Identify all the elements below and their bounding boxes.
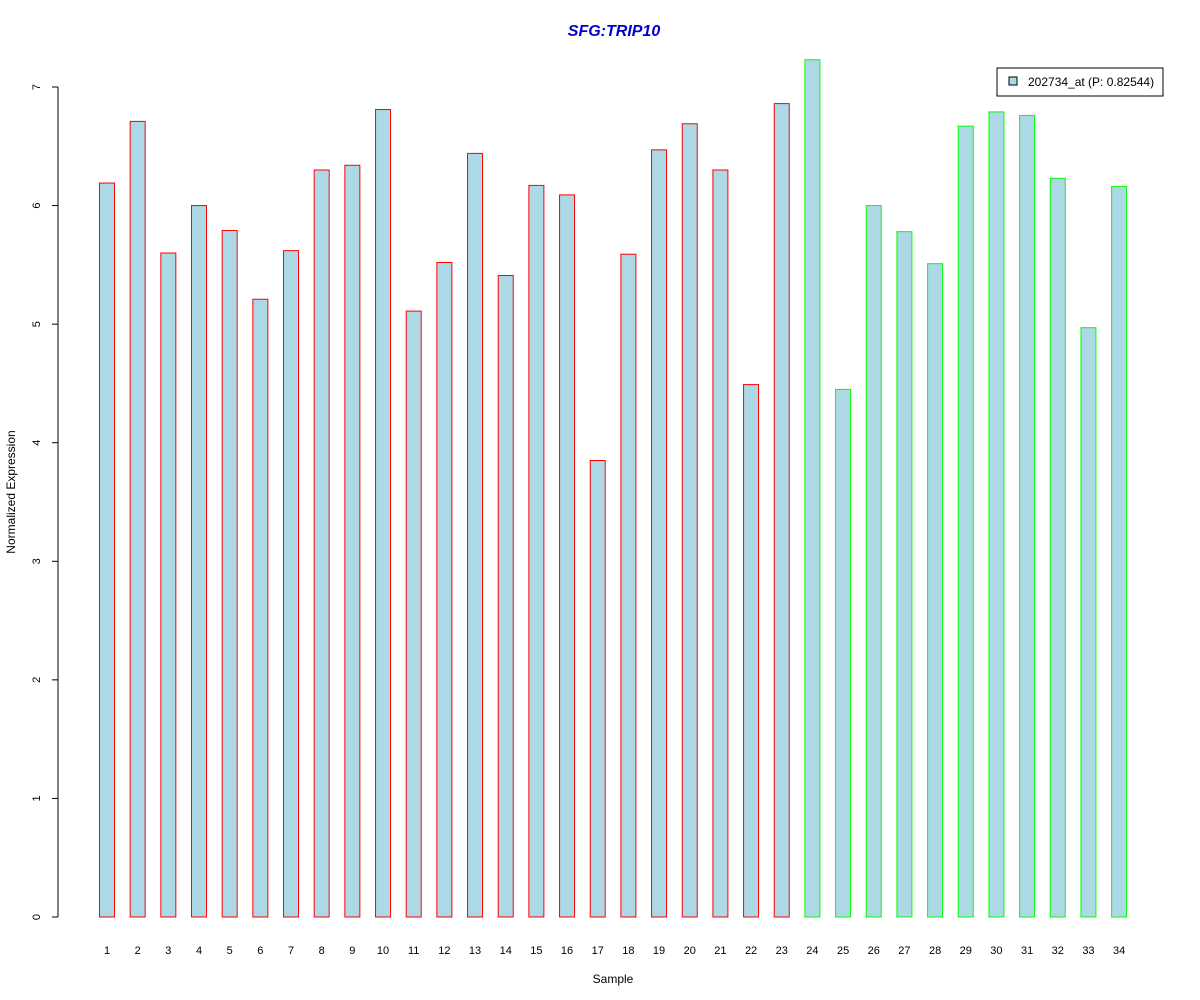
bar-sample-1 <box>99 182 115 918</box>
bar-sample-15 <box>528 184 545 918</box>
x-tick-label: 9 <box>349 945 355 957</box>
x-tick-label: 14 <box>500 945 512 957</box>
bar-sample-5 <box>221 229 238 918</box>
bar-sample-7 <box>283 250 300 918</box>
bar-sample-3 <box>160 252 177 918</box>
bar-sample-21 <box>712 169 729 918</box>
x-tick-label: 25 <box>837 945 849 957</box>
x-tick-label: 12 <box>438 945 450 957</box>
bar-sample-2 <box>129 120 146 918</box>
x-tick-label: 6 <box>257 945 263 957</box>
x-tick-label: 19 <box>653 945 665 957</box>
x-tick-label: 2 <box>135 945 141 957</box>
x-tick-label: 21 <box>714 945 726 957</box>
bar-sample-18 <box>620 253 637 918</box>
bar-sample-33 <box>1080 327 1097 918</box>
x-tick-label: 13 <box>469 945 481 957</box>
bar-sample-27 <box>896 231 913 918</box>
bar-sample-31 <box>1019 114 1036 918</box>
x-tick-label: 3 <box>165 945 171 957</box>
bars-group <box>99 59 1128 918</box>
bar-sample-10 <box>375 109 392 918</box>
x-tick-label: 30 <box>990 945 1002 957</box>
bar-sample-6 <box>252 298 269 918</box>
x-tick-label: 8 <box>319 945 325 957</box>
y-tick-label: 6 <box>31 203 43 209</box>
bar-sample-23 <box>773 103 790 918</box>
x-tick-label: 18 <box>622 945 634 957</box>
legend: 202734_at (P: 0.82544) <box>996 67 1164 97</box>
x-tick-label: 28 <box>929 945 941 957</box>
bar-sample-11 <box>405 310 422 918</box>
bar-sample-12 <box>436 261 453 918</box>
x-tick-label: 24 <box>806 945 818 957</box>
bar-sample-16 <box>559 194 576 918</box>
y-axis-label: Normalized Expression <box>4 430 18 553</box>
bar-sample-25 <box>835 388 852 918</box>
bar-sample-30 <box>988 111 1005 918</box>
x-tick-label: 34 <box>1113 945 1125 957</box>
x-tick-label: 26 <box>868 945 880 957</box>
x-tick-label: 11 <box>408 945 419 957</box>
bar-sample-20 <box>681 123 698 918</box>
bar-sample-14 <box>497 275 514 918</box>
x-tick-label: 22 <box>745 945 757 957</box>
x-tick-label: 10 <box>377 945 389 957</box>
bar-sample-24 <box>804 59 821 918</box>
bar-sample-26 <box>865 205 882 918</box>
x-tick-label: 1 <box>104 945 110 957</box>
legend-entry-label: 202734_at (P: 0.82544) <box>1028 75 1154 89</box>
x-tick-label: 23 <box>776 945 788 957</box>
bar-sample-9 <box>344 164 361 918</box>
bar-sample-29 <box>957 125 974 918</box>
x-tick-label: 4 <box>196 945 202 957</box>
y-tick-label: 5 <box>31 321 43 327</box>
x-tick-label: 7 <box>288 945 294 957</box>
y-tick-label: 2 <box>31 677 43 683</box>
y-tick-label: 1 <box>31 795 43 801</box>
y-tick-label: 7 <box>31 84 43 90</box>
x-tick-label: 15 <box>530 945 542 957</box>
bar-sample-32 <box>1049 177 1066 918</box>
bar-sample-17 <box>589 460 606 918</box>
legend-swatch <box>1008 76 1018 86</box>
chart-title: SFG:TRIP10 <box>568 23 661 40</box>
x-tick-label: 32 <box>1052 945 1064 957</box>
x-tick-label: 17 <box>592 945 604 957</box>
x-axis-label: Sample <box>593 972 634 986</box>
x-tick-label: 31 <box>1021 945 1033 957</box>
bar-sample-4 <box>191 205 208 918</box>
x-tick-label: 20 <box>684 945 696 957</box>
x-tick-label: 33 <box>1082 945 1094 957</box>
y-tick-label: 3 <box>31 558 43 564</box>
x-tick-labels: 1 2 3 4 5 6 7 8 9 10 11 12 13 14 15 16 17 18 19 20 21 22 23 24 2… <box>104 945 1125 957</box>
bar-sample-8 <box>313 169 330 918</box>
y-tick-label: 4 <box>31 440 43 446</box>
y-tick-label: 0 <box>31 914 43 920</box>
legend-box <box>996 67 1164 97</box>
bar-sample-19 <box>651 149 668 918</box>
bar-sample-13 <box>467 152 484 918</box>
bar-sample-34 <box>1111 186 1128 918</box>
bar-sample-22 <box>743 384 760 918</box>
x-tick-label: 16 <box>561 945 573 957</box>
x-tick-label: 5 <box>227 945 233 957</box>
x-tick-label: 27 <box>898 945 910 957</box>
x-tick-label: 29 <box>960 945 972 957</box>
y-axis: 0 1 2 3 4 5 6 7 <box>31 84 59 920</box>
bar-sample-28 <box>927 263 944 918</box>
